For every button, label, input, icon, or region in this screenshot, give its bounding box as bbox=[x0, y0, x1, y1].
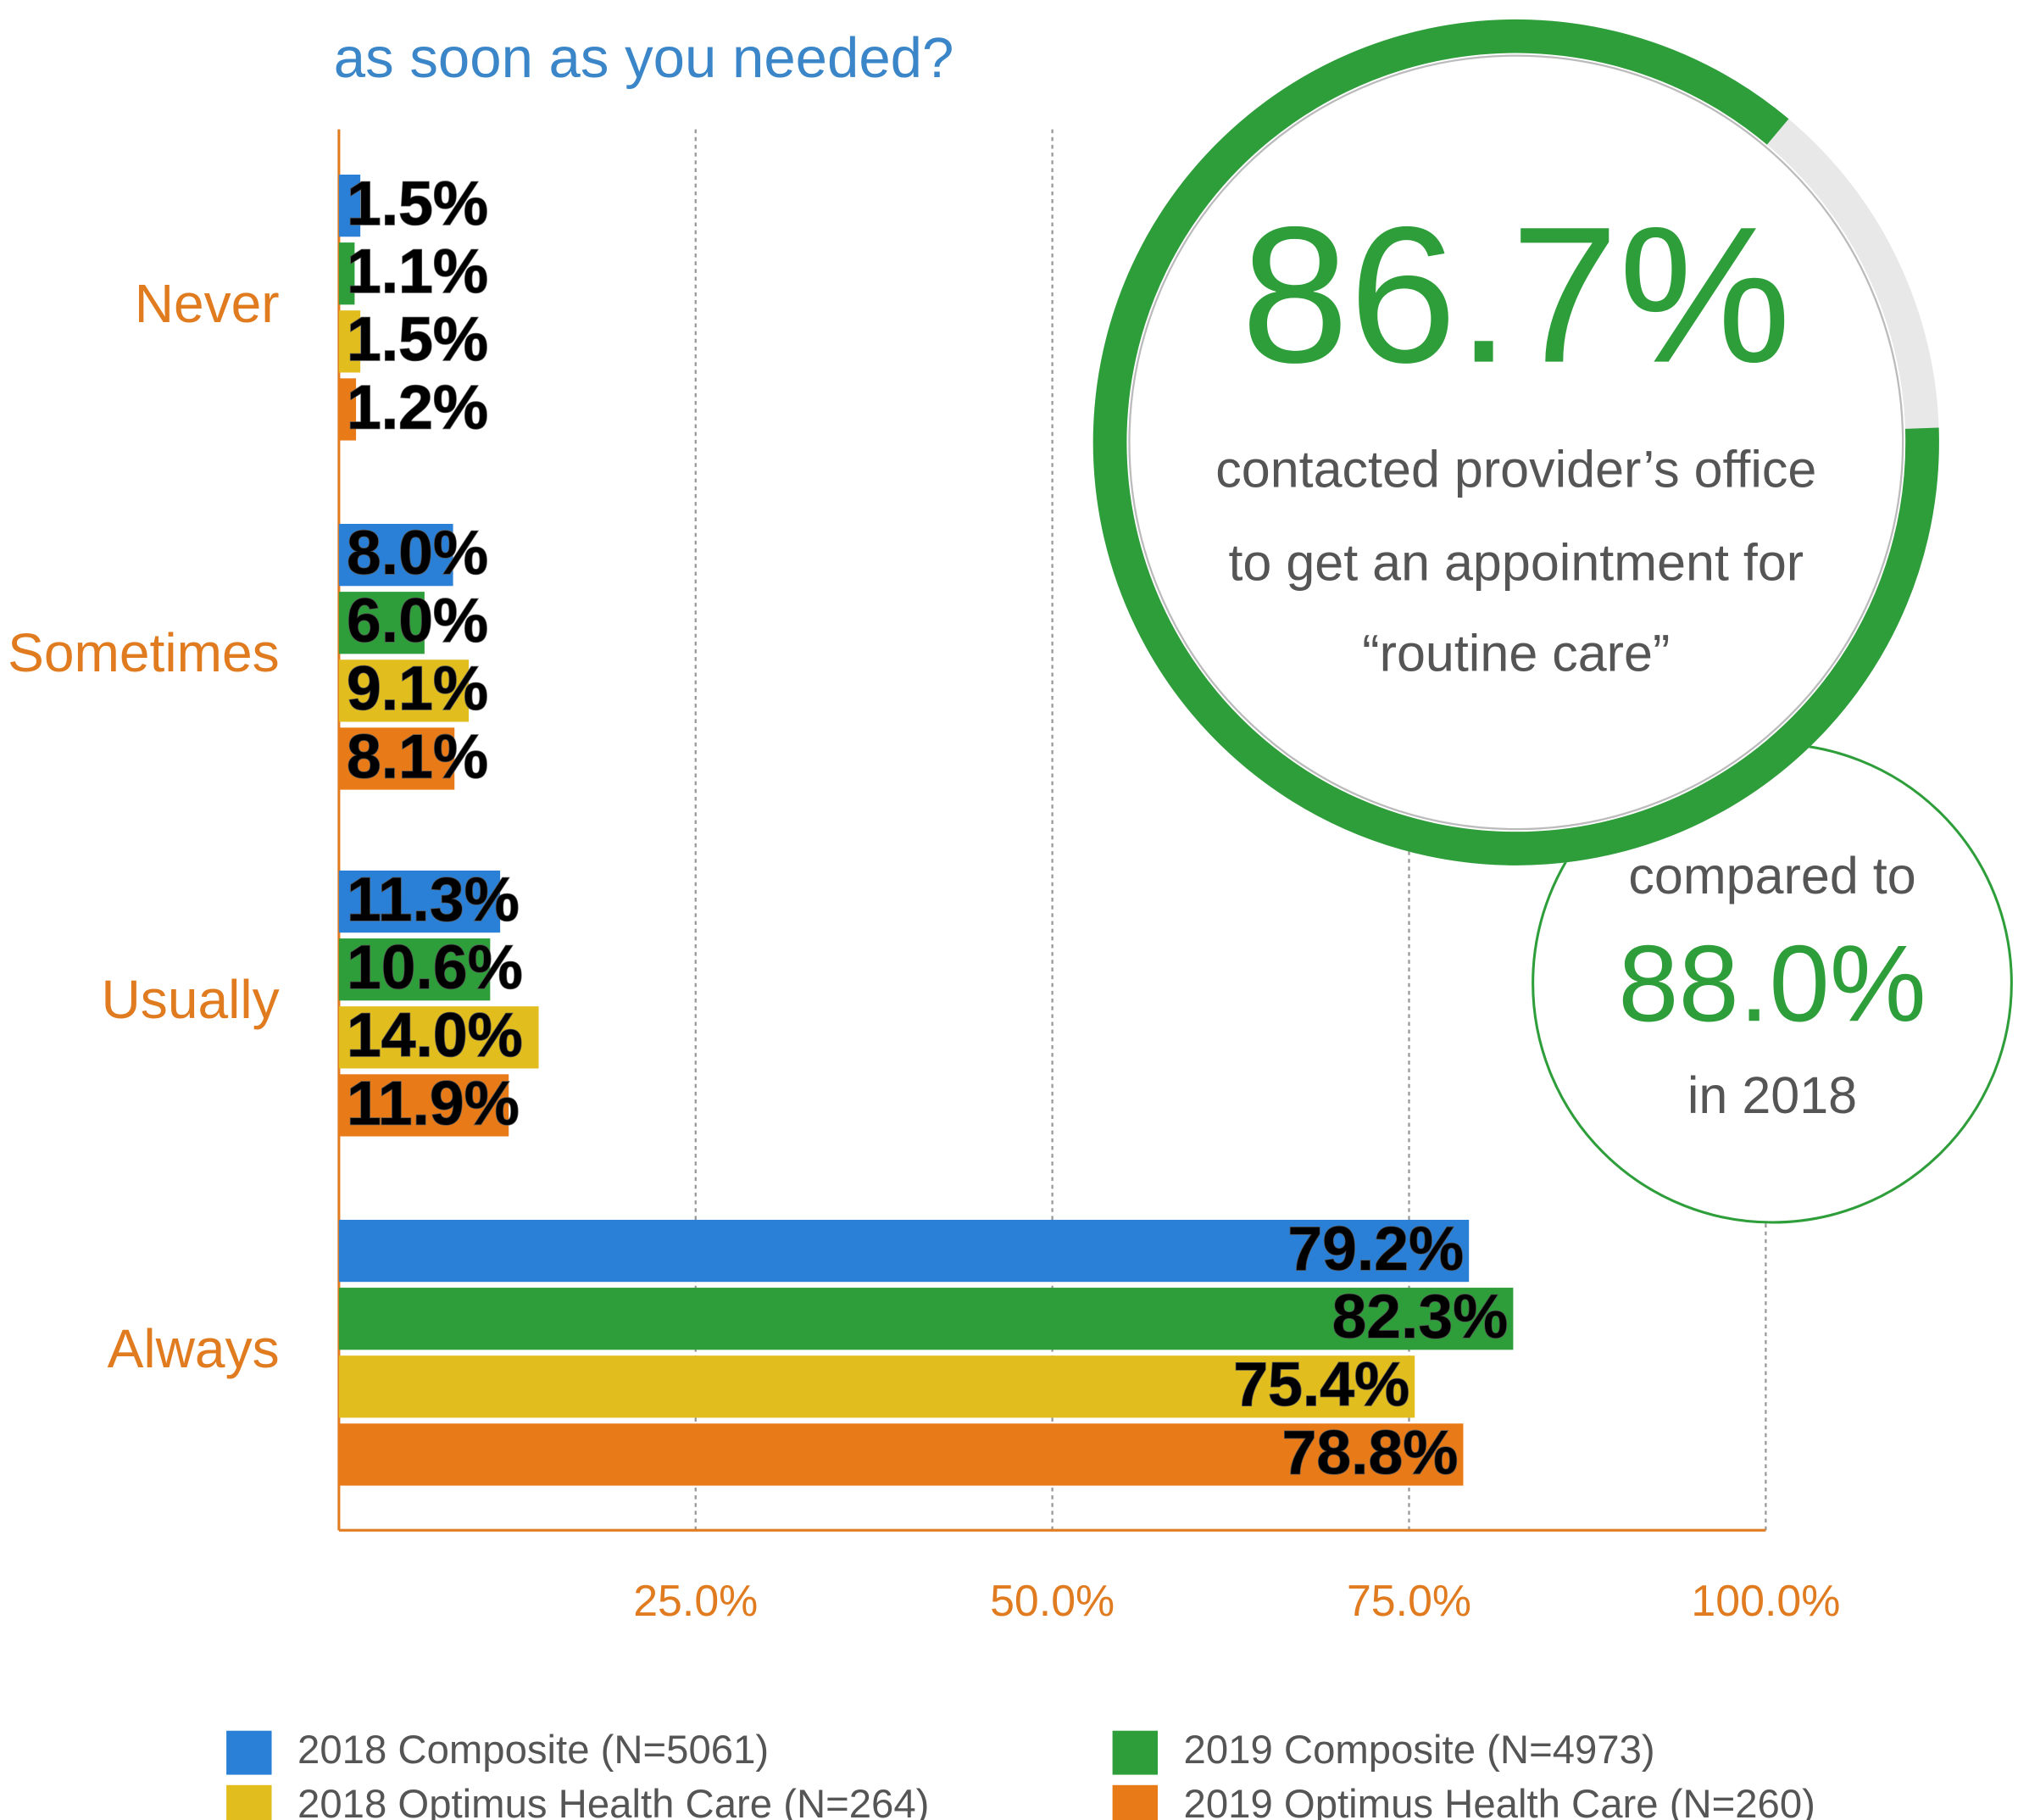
gauge-label: 86.7% bbox=[1241, 186, 1791, 404]
y-tick-label: Usually bbox=[102, 969, 280, 1030]
value-label: 1.2% bbox=[347, 372, 488, 442]
value-label: 11.3% bbox=[347, 865, 520, 934]
bar bbox=[338, 524, 453, 587]
y-tick-label: Sometimes bbox=[8, 622, 280, 683]
bar bbox=[338, 727, 455, 790]
annotation: 88.0% bbox=[1618, 923, 1926, 1044]
annotation: to get an appointment for bbox=[1228, 533, 1804, 591]
x-tick-label: 50.0% bbox=[990, 1576, 1115, 1625]
y-tick-label: Never bbox=[135, 273, 280, 334]
x-tick-label: 75.0% bbox=[1347, 1576, 1471, 1625]
legend-swatch bbox=[1112, 1784, 1159, 1820]
value-label: 14.0% bbox=[347, 1000, 523, 1070]
value-label: 8.1% bbox=[347, 721, 488, 791]
value-label: 75.4% bbox=[1233, 1350, 1409, 1419]
annotation: compared to bbox=[1628, 847, 1915, 904]
bar bbox=[338, 592, 425, 654]
bar bbox=[338, 1288, 1514, 1350]
bar bbox=[338, 938, 491, 1001]
x-tick-label: 100.0% bbox=[1691, 1576, 1840, 1625]
value-label: 1.5% bbox=[347, 169, 488, 238]
legend-label: 2019 Composite (N=4973) bbox=[1184, 1728, 1655, 1773]
bar bbox=[338, 175, 361, 237]
value-label: 11.9% bbox=[347, 1068, 520, 1138]
x-tick-label: 25.0% bbox=[633, 1576, 758, 1625]
bar bbox=[338, 1423, 1464, 1486]
annotation: “routine care” bbox=[1362, 624, 1670, 682]
gauge-inner bbox=[1128, 54, 1904, 831]
value-label: 10.6% bbox=[347, 932, 523, 1002]
value-label: 79.2% bbox=[1287, 1214, 1464, 1283]
legend-label: 2018 Optimus Health Care (N=264) bbox=[297, 1782, 929, 1820]
annotation: in 2018 bbox=[1687, 1066, 1857, 1124]
bar bbox=[338, 242, 355, 305]
legend-label: 2018 Composite (N=5061) bbox=[297, 1728, 769, 1773]
legend-swatch bbox=[1112, 1730, 1159, 1775]
annotation: contacted provider’s office bbox=[1215, 441, 1816, 498]
bar bbox=[338, 1219, 1470, 1283]
gauge-arc bbox=[1092, 19, 1939, 865]
y-tick-label: Always bbox=[108, 1318, 280, 1379]
legend-swatch bbox=[226, 1730, 272, 1775]
bar bbox=[338, 378, 357, 441]
legend-label: 2019 Optimus Health Care (N=260) bbox=[1184, 1782, 1815, 1820]
value-label: 1.5% bbox=[347, 304, 488, 374]
bar bbox=[338, 660, 470, 722]
bar bbox=[338, 870, 501, 933]
value-label: 1.1% bbox=[347, 237, 488, 306]
value-label: 78.8% bbox=[1282, 1417, 1459, 1487]
bar bbox=[338, 310, 361, 373]
chart-title: as soon as you needed? bbox=[334, 26, 954, 90]
bar bbox=[338, 1006, 539, 1069]
value-label: 9.1% bbox=[347, 654, 488, 723]
bar bbox=[338, 1074, 509, 1137]
bar bbox=[338, 1355, 1415, 1418]
value-label: 8.0% bbox=[347, 518, 488, 587]
value-label: 6.0% bbox=[347, 586, 488, 655]
legend-swatch bbox=[226, 1784, 272, 1820]
value-label: 82.3% bbox=[1332, 1282, 1509, 1351]
